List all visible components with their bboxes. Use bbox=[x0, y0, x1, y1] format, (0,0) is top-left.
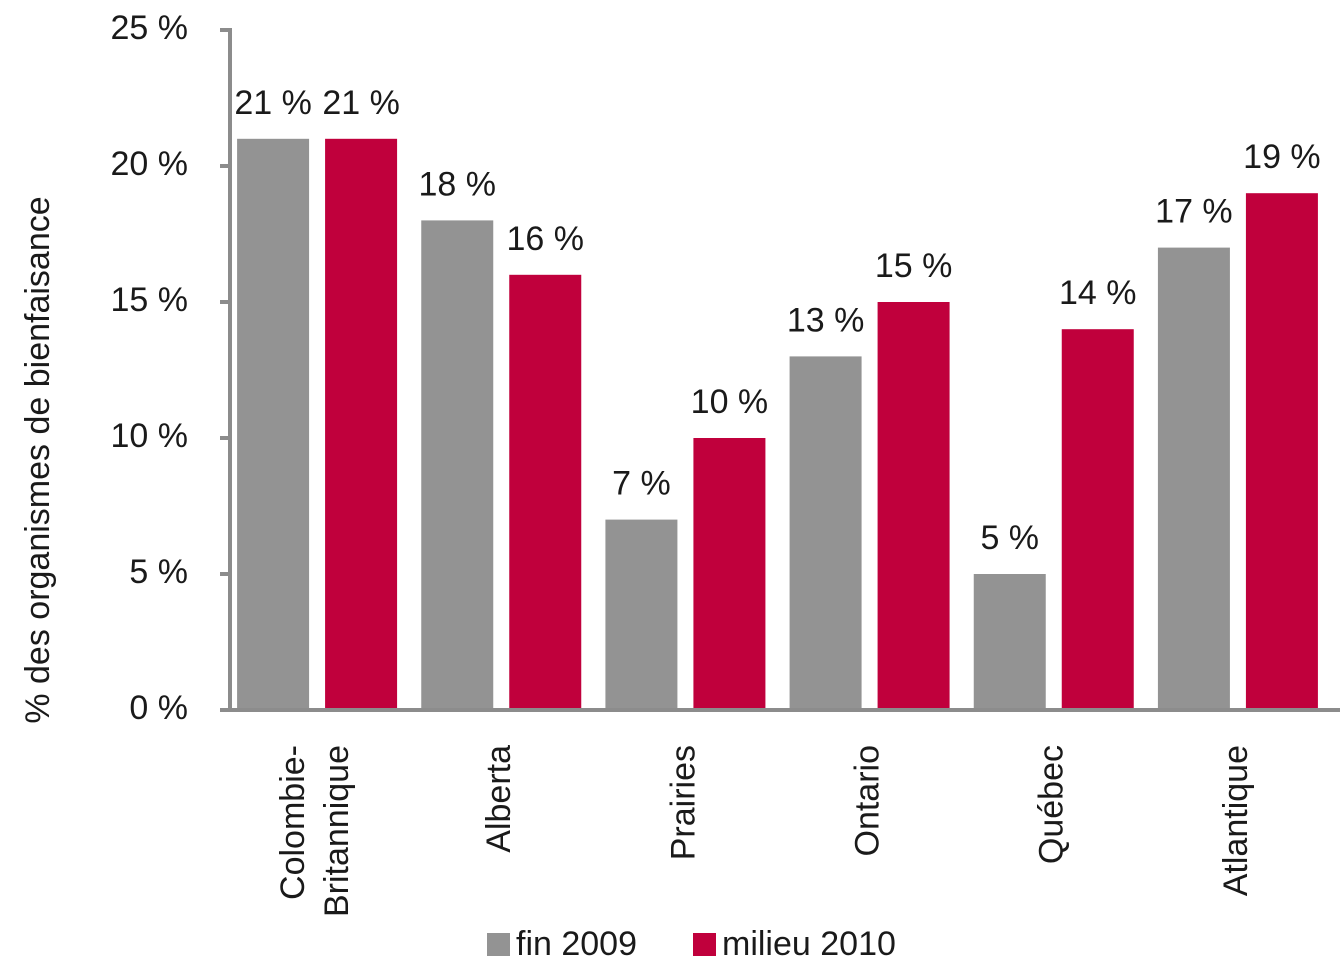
y-tick-label: 5 % bbox=[129, 553, 188, 591]
bar bbox=[325, 138, 398, 711]
bar bbox=[237, 138, 310, 711]
x-tick-label: Alberta bbox=[480, 745, 518, 853]
data-label: 21 % bbox=[234, 84, 312, 122]
x-tick-label: Atlantique bbox=[1217, 745, 1255, 896]
data-label: 16 % bbox=[507, 220, 585, 258]
y-tick-label: 10 % bbox=[111, 417, 189, 455]
data-label: 15 % bbox=[875, 247, 953, 285]
data-label: 18 % bbox=[419, 165, 497, 203]
x-tick-label: Québec bbox=[1033, 745, 1071, 864]
data-label: 13 % bbox=[787, 301, 865, 339]
bar bbox=[421, 220, 494, 710]
legend-swatch bbox=[693, 933, 716, 956]
bar bbox=[1157, 247, 1230, 710]
legend-label: milieu 2010 bbox=[722, 925, 896, 963]
data-label: 10 % bbox=[691, 383, 769, 421]
bar bbox=[1061, 329, 1134, 710]
y-tick-label: 0 % bbox=[129, 689, 188, 727]
data-label: 19 % bbox=[1243, 138, 1321, 176]
bar bbox=[509, 274, 582, 710]
y-tick-label: 25 % bbox=[111, 9, 189, 47]
y-axis-title: % des organismes de bienfaisance bbox=[19, 196, 57, 723]
data-label: 14 % bbox=[1059, 274, 1137, 312]
bar bbox=[1245, 193, 1318, 710]
bar bbox=[877, 302, 950, 710]
bar bbox=[789, 356, 862, 710]
y-tick-label: 20 % bbox=[111, 145, 189, 183]
data-label: 5 % bbox=[980, 519, 1039, 557]
data-label: 7 % bbox=[612, 465, 671, 503]
x-tick-label: Prairies bbox=[664, 745, 702, 860]
legend-label: fin 2009 bbox=[516, 925, 637, 963]
x-tick-label: Colombie- Britannique bbox=[274, 745, 356, 917]
bar bbox=[973, 574, 1046, 710]
bar bbox=[693, 438, 766, 710]
legend-swatch bbox=[487, 933, 510, 956]
data-label: 21 % bbox=[322, 84, 400, 122]
bar bbox=[605, 519, 678, 710]
data-label: 17 % bbox=[1155, 193, 1233, 231]
y-tick-label: 15 % bbox=[111, 281, 189, 319]
x-tick-label: Ontario bbox=[849, 745, 887, 857]
